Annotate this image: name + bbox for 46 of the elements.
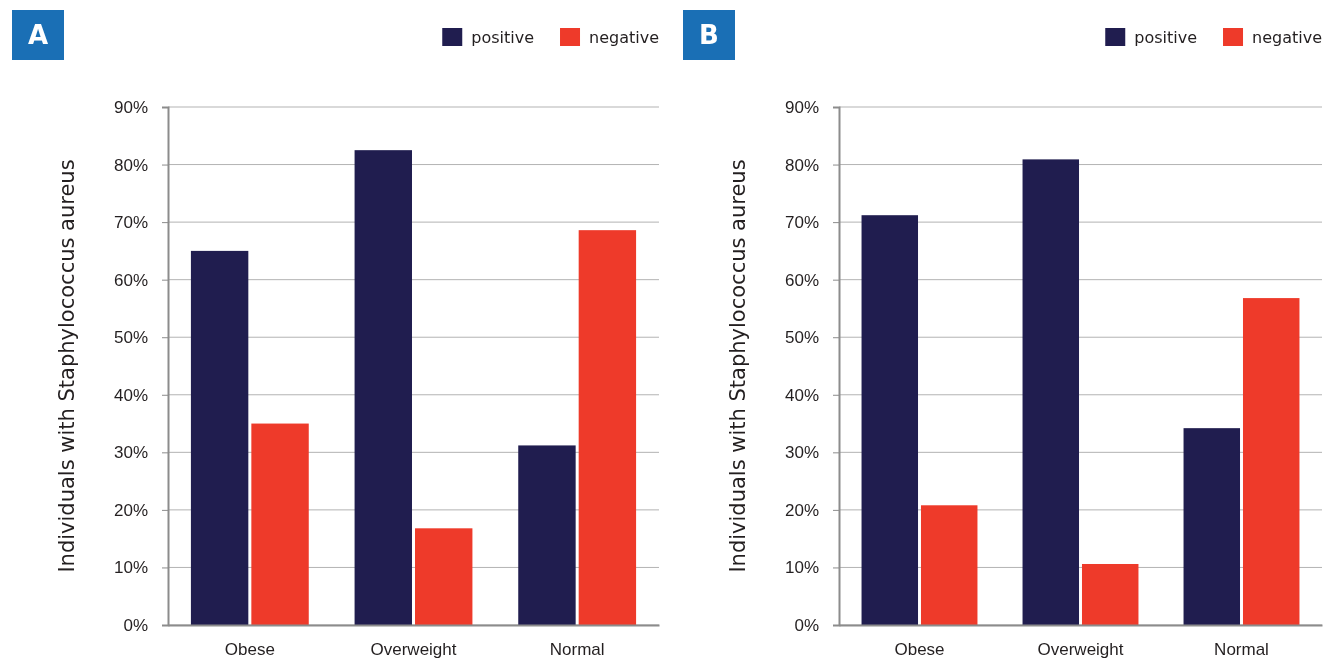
y-tick-label: 90% [113,97,148,117]
y-tick-label: 70% [784,213,819,233]
bar [1183,428,1241,625]
x-tick-label: Overweight [370,640,457,660]
y-tick-label: 40% [784,385,819,405]
bar [1081,563,1139,625]
legend-label: positive [1134,28,1198,47]
y-tick-label: 10% [784,558,819,578]
x-tick-label: Obese [224,640,275,660]
y-tick-label: 80% [784,155,819,175]
y-tick-label: 10% [113,558,148,578]
x-tick-label: Normal [549,640,605,660]
y-tick-label: 60% [113,270,148,290]
bar [190,250,249,625]
chart-title: B [699,20,719,50]
legend-label: negative [589,28,659,47]
y-tick-label: 90% [784,97,819,117]
legend-label: positive [471,28,535,47]
y-axis-title: Individuals with Staphylococcus aureus [726,159,750,573]
bar [354,150,412,625]
y-tick-label: 60% [784,270,819,290]
x-tick-label: Obese [894,640,945,660]
y-tick-label: 0% [123,615,148,635]
y-tick-label: 30% [113,443,148,463]
bar [920,505,978,625]
bar [518,445,576,625]
bar [1242,298,1300,625]
y-tick-label: 20% [113,500,148,520]
y-axis-title: Individuals with Staphylococcus aureus [55,159,79,573]
chart-title: A [27,20,49,50]
x-tick-label: Normal [1214,640,1269,660]
bar [415,528,473,625]
y-tick-label: 50% [784,328,819,348]
bar [1022,159,1080,625]
y-tick-label: 20% [784,500,819,520]
y-tick-label: 70% [113,213,148,233]
x-tick-label: Overweight [1037,640,1124,660]
bar [251,423,309,625]
y-tick-label: 40% [113,385,148,405]
legend-label: negative [1252,28,1322,47]
y-tick-label: 50% [113,328,148,348]
bar [861,215,919,625]
y-tick-label: 30% [784,443,819,463]
bar [578,230,637,625]
y-tick-label: 0% [794,615,819,635]
y-tick-label: 80% [113,155,148,175]
